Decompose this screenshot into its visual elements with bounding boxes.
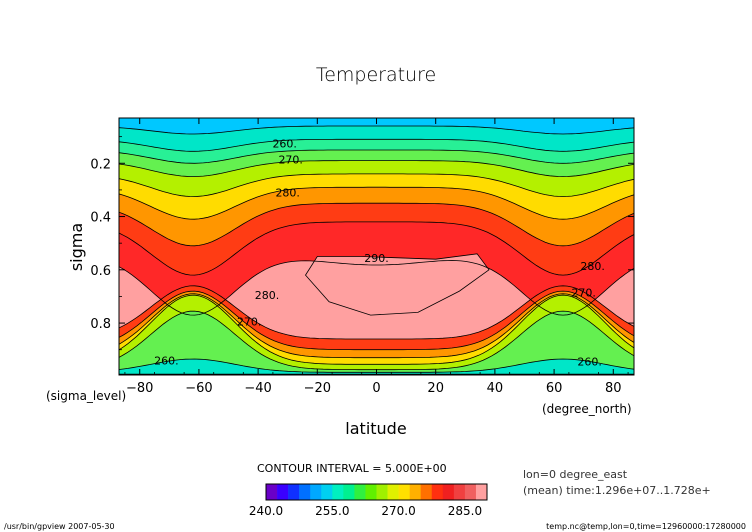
contour-line-281 (119, 202, 634, 247)
contour-core-290 (305, 253, 490, 316)
x-tick-label-6: 40 (487, 381, 504, 396)
contour-line-259 (119, 138, 634, 152)
x-tick-label-5: 20 (427, 381, 444, 396)
colorbar-swatch-3 (299, 484, 311, 500)
mean-note: (mean) time:1.296e+07..1.728e+ (523, 484, 711, 497)
x-tick-label-3: −20 (304, 381, 331, 396)
contour-lines (119, 125, 634, 316)
contour-line-290 (119, 260, 634, 316)
colorbar-swatch-18 (464, 484, 477, 500)
contour-label-2: 280. (275, 187, 300, 200)
colorbar-swatch-19 (475, 484, 488, 500)
contour-label-4: 280. (580, 260, 605, 273)
contour-lower-band-4 (119, 310, 634, 375)
contour-label-6: 280. (255, 289, 280, 302)
contour-label-7: 270. (237, 316, 262, 329)
contour-label-9: 260. (577, 356, 602, 369)
colorbar-swatch-2 (288, 484, 300, 500)
colorbar-swatch-4 (310, 484, 322, 500)
contour-line-286 (119, 221, 634, 276)
plot-area (119, 118, 634, 375)
colorbar-swatch-6 (332, 484, 344, 500)
contour-label-3: 290. (364, 252, 389, 265)
y-tick-label-3: 0.8 (90, 317, 111, 332)
contour-line-266 (119, 160, 634, 178)
x-tick-label-8: 80 (605, 381, 622, 396)
contour-line-262 (119, 149, 634, 164)
contour-lower-band-5 (119, 358, 634, 375)
colorbar-swatch-13 (409, 484, 421, 500)
colorbar (265, 483, 488, 501)
x-tick-label-7: 60 (546, 381, 563, 396)
colorbar-swatch-5 (321, 484, 333, 500)
colorbar-label-2: 270.0 (381, 504, 415, 518)
colorbar-label-3: 285.0 (448, 504, 482, 518)
y-tick-label-1: 0.4 (90, 211, 111, 226)
x-tick-label-2: −40 (244, 381, 271, 396)
colorbar-swatch-17 (453, 484, 466, 500)
contour-interval-text: CONTOUR INTERVAL = 5.000E+00 (257, 462, 447, 475)
x-tick-label-1: −60 (185, 381, 212, 396)
colorbar-swatch-15 (431, 484, 444, 500)
y-tick-label-2: 0.6 (90, 264, 111, 279)
contour-label-5: 270. (571, 286, 596, 299)
y-tick-label-0: 0.2 (90, 157, 111, 172)
colorbar-swatch-9 (365, 484, 377, 500)
x-axis-unit: (degree_north) (542, 402, 632, 416)
contour-label-8: 260. (154, 354, 179, 367)
chart-title: Temperature (316, 64, 436, 86)
colorbar-swatch-16 (442, 484, 455, 500)
colorbar-swatch-14 (420, 484, 433, 500)
colorbar-swatch-12 (398, 484, 410, 500)
colorbar-label-0: 240.0 (249, 504, 283, 518)
colorbar-swatch-10 (376, 484, 388, 500)
contour-label-0: 260. (272, 137, 297, 150)
y-axis-label: sigma (67, 223, 86, 271)
contour-line-256 (119, 125, 634, 135)
x-axis-label: latitude (345, 419, 406, 438)
command-footer: /usr/bin/gpview 2007-05-30 (4, 522, 115, 531)
x-axis-ticks: −80 −60 −40 −20 0 20 40 60 80 (124, 118, 629, 396)
colorbar-frame (265, 483, 488, 501)
colorbar-swatch-11 (387, 484, 399, 500)
x-tick-label-4: 0 (372, 381, 380, 396)
colorbar-label-1: 255.0 (315, 504, 349, 518)
lon-note: lon=0 degree_east (523, 468, 628, 481)
colorbar-swatch-1 (277, 484, 289, 500)
y-axis-unit: (sigma_level) (46, 389, 126, 403)
x-tick-label-0: −80 (126, 381, 153, 396)
contour-labels: 260. 270. 280. 290. 280. 270. 280. 270. 260. 260. (154, 137, 605, 368)
colorbar-swatch-0 (266, 484, 278, 500)
y-axis-ticks: 0.2 0.4 0.6 0.8 (90, 136, 634, 351)
contour-line-271 (119, 173, 634, 198)
contour-line-276 (119, 186, 634, 220)
colorbar-swatch-8 (354, 484, 366, 500)
colorbar-labels: 240.0 255.0 270.0 285.0 (249, 504, 482, 518)
file-info-footer: temp.nc@temp,lon=0,time=12960000:1728000… (546, 522, 746, 531)
colorbar-swatch-7 (343, 484, 355, 500)
contour-label-1: 270. (278, 153, 303, 166)
